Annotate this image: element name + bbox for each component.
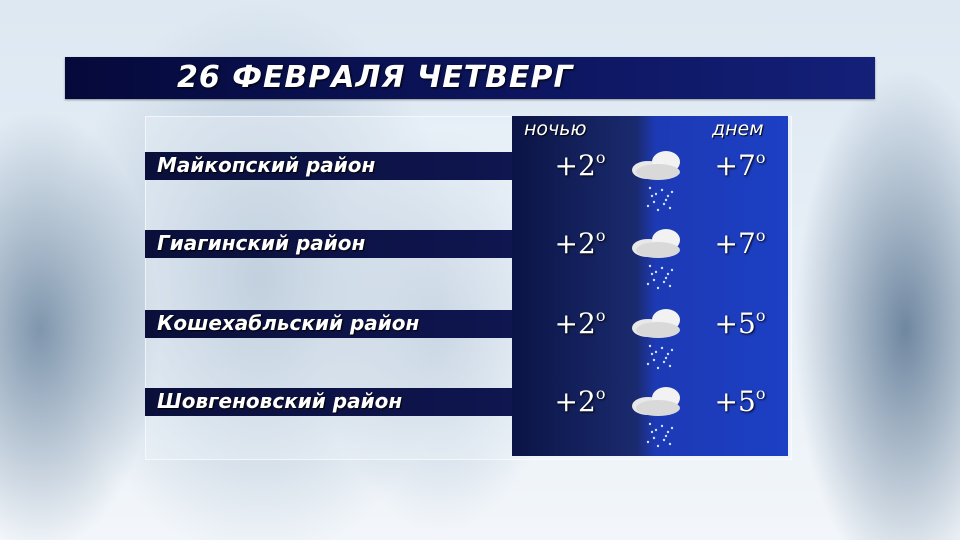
cloud-snow-icon — [632, 309, 680, 370]
degree-mark: o — [595, 384, 606, 403]
day-temperature: +5o — [700, 306, 780, 340]
day-value: +5 — [714, 385, 756, 418]
day-temperature: +7o — [700, 148, 780, 182]
night-temperature: +2o — [540, 384, 620, 418]
degree-mark: o — [755, 226, 766, 245]
night-value: +2 — [554, 307, 596, 340]
degree-mark: o — [755, 384, 766, 403]
night-value: +2 — [554, 149, 596, 182]
title-bar: 26 ФЕВРАЛЯ ЧЕТВЕРГ — [65, 57, 875, 99]
degree-mark: o — [755, 148, 766, 167]
district-name: Кошехабльский район — [157, 311, 420, 335]
header-day: днем — [712, 118, 764, 140]
night-temperature: +2o — [540, 148, 620, 182]
night-value: +2 — [554, 385, 596, 418]
district-row: Гиагинский район — [145, 230, 512, 258]
district-name: Гиагинский район — [157, 231, 366, 255]
night-temperature: +2o — [540, 306, 620, 340]
degree-mark: o — [595, 226, 606, 245]
district-row: Шовгеновский район — [145, 388, 512, 416]
degree-mark: o — [595, 148, 606, 167]
cloud-snow-icon — [632, 387, 680, 448]
day-value: +7 — [714, 227, 756, 260]
district-row: Кошехабльский район — [145, 310, 512, 338]
day-temperature: +5o — [700, 384, 780, 418]
day-value: +7 — [714, 149, 756, 182]
degree-mark: o — [755, 306, 766, 325]
cloud-snow-icon — [632, 229, 680, 290]
district-name: Шовгеновский район — [157, 389, 403, 413]
night-temperature: +2o — [540, 226, 620, 260]
cloud-snow-icon — [632, 151, 680, 212]
degree-mark: o — [595, 306, 606, 325]
night-value: +2 — [554, 227, 596, 260]
day-value: +5 — [714, 307, 756, 340]
district-row: Майкопский район — [145, 152, 512, 180]
page-title: 26 ФЕВРАЛЯ ЧЕТВЕРГ — [177, 60, 574, 95]
district-name: Майкопский район — [157, 153, 376, 177]
header-night: ночью — [524, 118, 587, 140]
day-temperature: +7o — [700, 226, 780, 260]
